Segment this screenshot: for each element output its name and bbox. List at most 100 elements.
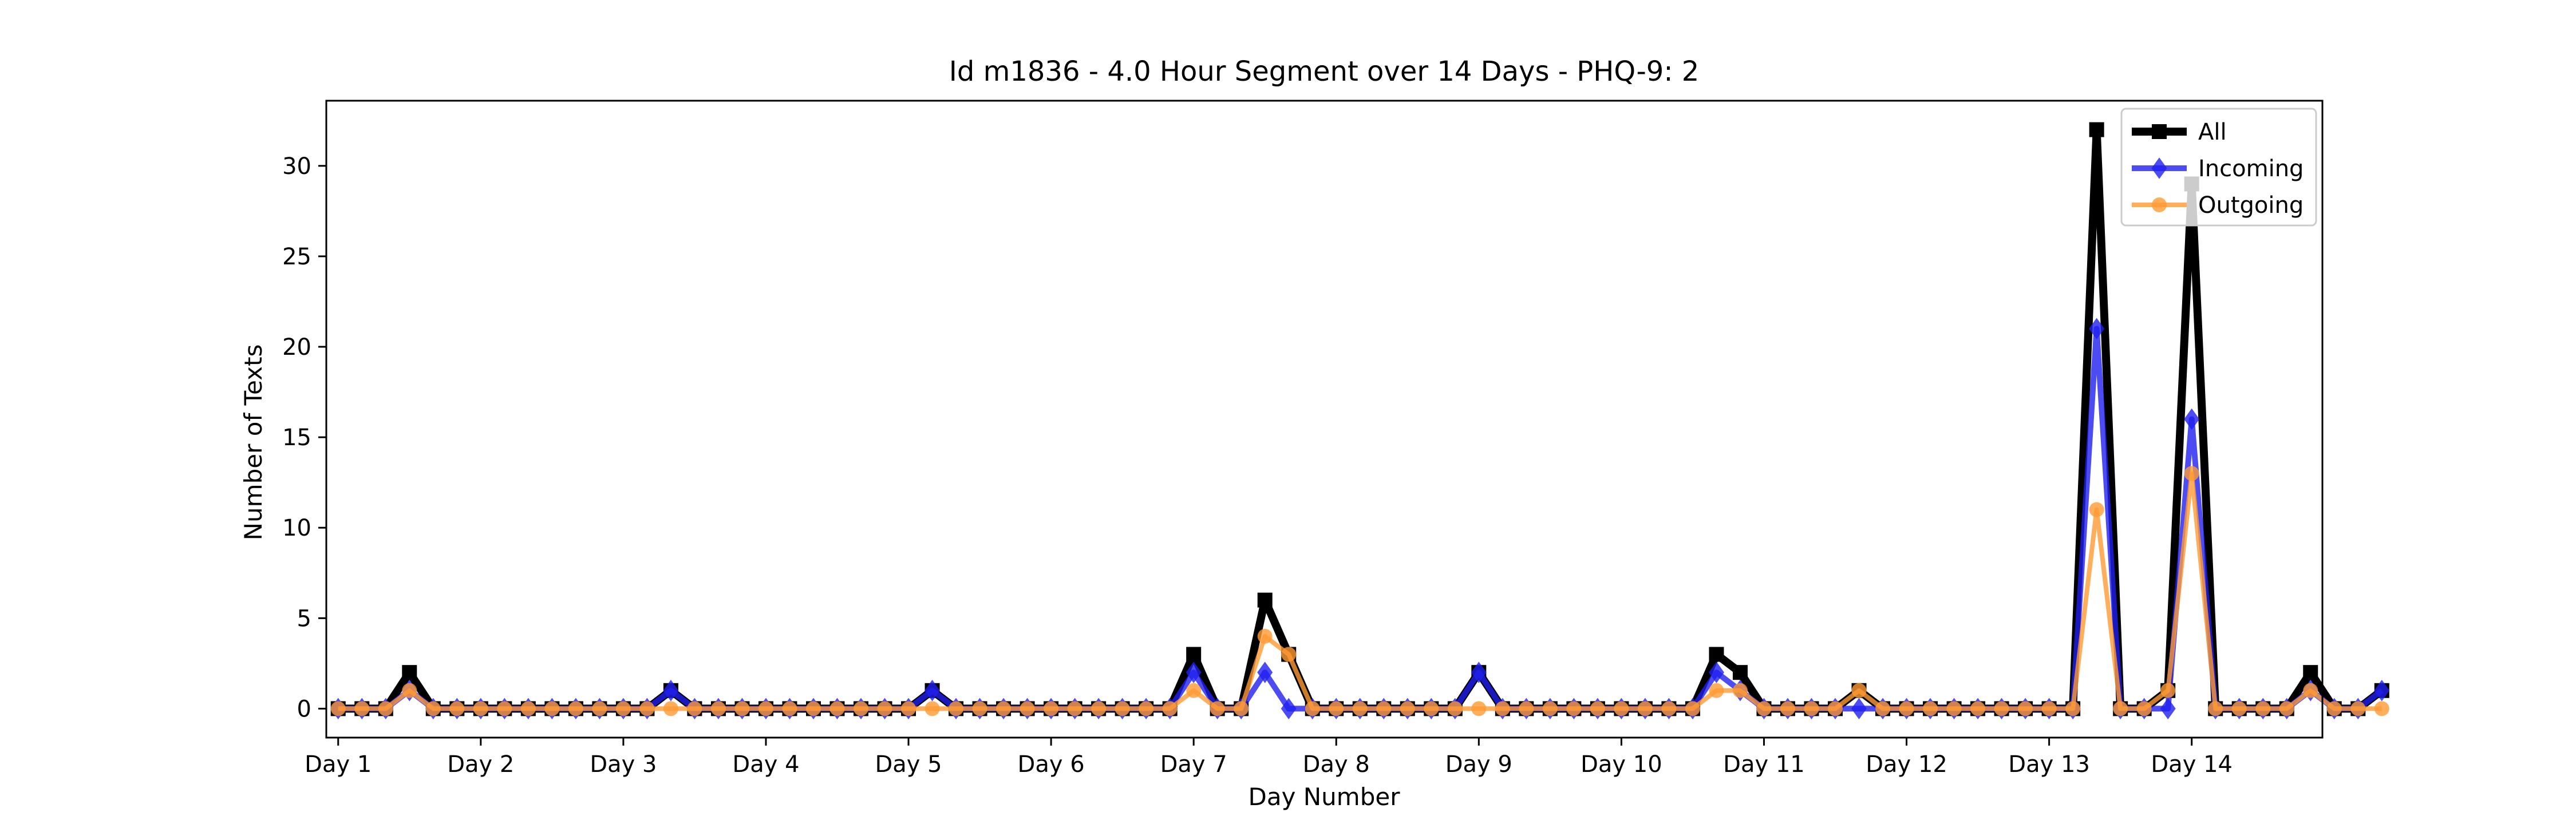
data-point-outgoing: [544, 701, 560, 716]
data-point-outgoing: [1828, 701, 1843, 716]
data-point-outgoing: [2255, 701, 2271, 716]
x-tick-label: Day 12: [1866, 751, 1947, 778]
data-point-outgoing: [2136, 701, 2152, 716]
x-tick-label: Day 14: [2151, 751, 2233, 778]
data-point-outgoing: [1162, 701, 1178, 716]
data-point-outgoing: [1994, 701, 2009, 716]
x-tick-label: Day 11: [1723, 751, 1805, 778]
x-tick-label: Day 1: [305, 751, 372, 778]
legend-item-all: All: [2132, 119, 2227, 145]
data-point-outgoing: [1281, 647, 1297, 662]
plot-area: [330, 122, 2390, 720]
data-point-outgoing: [1210, 701, 1225, 716]
data-point-outgoing: [1780, 701, 1795, 716]
legend-marker-outgoing: [2152, 197, 2167, 212]
data-point-outgoing: [854, 701, 869, 716]
data-point-incoming: [1281, 698, 1297, 720]
data-point-incoming: [1851, 698, 1867, 720]
y-tick-label: 25: [282, 244, 311, 270]
x-axis-label: Day Number: [1248, 783, 1400, 811]
data-point-outgoing: [2374, 701, 2389, 716]
data-point-outgoing: [639, 701, 655, 716]
data-point-outgoing: [1352, 701, 1368, 716]
legend-marker-all: [2152, 124, 2167, 139]
series-outgoing: [330, 466, 2389, 716]
data-point-outgoing: [1709, 683, 1724, 698]
legend-label-outgoing: Outgoing: [2198, 192, 2304, 219]
data-point-outgoing: [568, 701, 583, 716]
series-line-incoming: [338, 326, 2384, 712]
legend-label-all: All: [2198, 119, 2227, 145]
data-point-outgoing: [805, 701, 821, 716]
x-axis: Day 1 Day 2 Day 3 Day 4 Day 5 Day 6 Day 7 Day 8…: [305, 738, 2233, 778]
data-point-outgoing: [378, 701, 393, 716]
x-tick-label: Day 5: [875, 751, 942, 778]
data-point-outgoing: [877, 701, 892, 716]
data-point-outgoing: [1946, 701, 1962, 716]
y-axis: 0 5 10 15 20 25 30: [282, 153, 326, 722]
data-point-outgoing: [949, 701, 964, 716]
data-point-outgoing: [1923, 701, 1938, 716]
data-point-outgoing: [829, 701, 845, 716]
data-point-outgoing: [1186, 683, 1202, 698]
data-point-outgoing: [1115, 701, 1130, 716]
data-point-outgoing: [1447, 701, 1463, 716]
data-point-outgoing: [734, 701, 750, 716]
data-point-outgoing: [473, 701, 488, 716]
data-point-outgoing: [402, 683, 417, 698]
data-point-outgoing: [1566, 701, 1582, 716]
data-point-incoming: [924, 680, 941, 702]
data-point-outgoing: [2208, 701, 2223, 716]
data-point-all: [1709, 647, 1724, 662]
legend-item-outgoing: Outgoing: [2132, 192, 2304, 219]
data-point-outgoing: [449, 701, 465, 716]
plot-frame: [325, 100, 2324, 739]
data-point-outgoing: [972, 701, 987, 716]
data-point-outgoing: [1875, 701, 1891, 716]
data-point-incoming: [1186, 661, 1202, 683]
data-point-outgoing: [2089, 502, 2104, 517]
data-point-outgoing: [1305, 701, 1320, 716]
x-tick-label: Day 8: [1303, 751, 1370, 778]
series-line-all: [338, 125, 2385, 713]
data-point-outgoing: [1899, 701, 1914, 716]
data-point-outgoing: [1495, 701, 1510, 716]
data-point-outgoing: [2065, 701, 2081, 716]
data-point-outgoing: [996, 701, 1012, 716]
data-point-incoming: [1471, 661, 1487, 683]
data-point-outgoing: [687, 701, 702, 716]
data-point-outgoing: [782, 701, 797, 716]
data-point-outgoing: [2231, 701, 2247, 716]
data-point-incoming: [1708, 661, 1724, 683]
legend-label-incoming: Incoming: [2198, 156, 2304, 182]
data-point-outgoing: [1804, 701, 1819, 716]
x-tick-label: Day 6: [1018, 751, 1085, 778]
data-point-outgoing: [1637, 701, 1653, 716]
data-point-outgoing: [520, 701, 536, 716]
data-point-outgoing: [1020, 701, 1035, 716]
data-point-outgoing: [1614, 701, 1629, 716]
data-point-outgoing: [497, 701, 512, 716]
data-point-outgoing: [1756, 701, 1772, 716]
data-point-outgoing: [615, 701, 631, 716]
data-point-outgoing: [1234, 701, 1249, 716]
data-point-outgoing: [924, 701, 940, 716]
data-point-outgoing: [1139, 701, 1154, 716]
data-point-outgoing: [1424, 701, 1439, 716]
data-point-outgoing: [2279, 701, 2294, 716]
data-point-all: [1186, 647, 1202, 662]
legend: All Incoming Outgoing: [2120, 108, 2317, 227]
x-tick-label: Day 10: [1581, 751, 1662, 778]
x-tick-label: Day 4: [732, 751, 799, 778]
data-point-outgoing: [2303, 683, 2318, 698]
data-point-outgoing: [2350, 701, 2366, 716]
data-point-incoming: [1257, 661, 1273, 683]
data-point-outgoing: [1590, 701, 1605, 716]
data-point-outgoing: [1329, 701, 1344, 716]
x-tick-label: Day 3: [590, 751, 657, 778]
data-point-outgoing: [1970, 701, 1986, 716]
y-tick-label: 10: [282, 515, 311, 541]
data-point-all: [1732, 665, 1748, 680]
data-point-outgoing: [758, 701, 773, 716]
data-point-outgoing: [354, 701, 370, 716]
